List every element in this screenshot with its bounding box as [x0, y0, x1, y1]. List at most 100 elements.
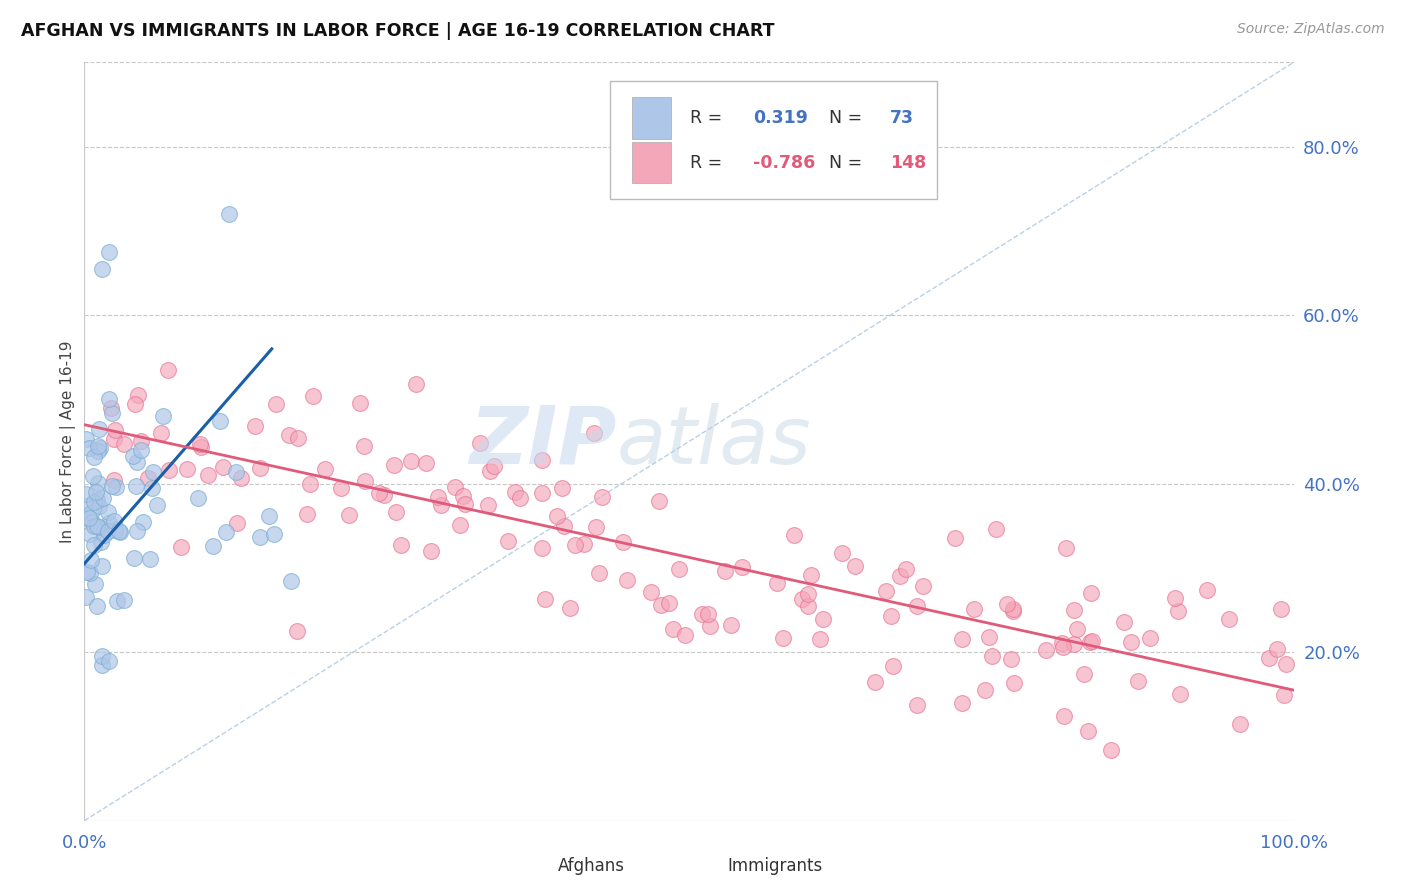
Point — [141, 481, 163, 495]
Point — [796, 587, 818, 601]
Point — [97, 524, 120, 539]
Point — [76, 565, 98, 579]
Point — [1002, 601, 1025, 615]
Text: Afghans: Afghans — [558, 857, 626, 875]
Point — [1080, 634, 1102, 648]
Point — [112, 437, 135, 451]
Point — [103, 473, 125, 487]
Point — [384, 458, 406, 473]
Point — [1035, 643, 1057, 657]
Point — [844, 559, 866, 574]
Point — [103, 432, 125, 446]
Point — [1050, 636, 1073, 650]
Point — [187, 491, 209, 506]
Point — [90, 559, 112, 574]
Point — [658, 596, 681, 610]
Point — [616, 574, 638, 588]
Point — [138, 551, 160, 566]
Point — [952, 697, 974, 711]
Point — [266, 397, 288, 411]
Point — [574, 537, 596, 551]
Point — [981, 649, 1004, 664]
Point — [977, 630, 1000, 644]
Point — [1099, 743, 1122, 757]
Point — [1197, 582, 1219, 597]
Point — [963, 601, 986, 615]
Point — [534, 592, 557, 607]
Point — [1168, 686, 1191, 700]
Point — [97, 654, 120, 668]
Point — [83, 538, 105, 552]
Point — [1272, 688, 1295, 702]
Point — [1218, 612, 1240, 626]
Point — [905, 599, 928, 613]
Point — [385, 505, 408, 519]
Point — [329, 481, 352, 495]
Text: R =: R = — [690, 153, 728, 171]
Point — [87, 440, 110, 454]
Point — [405, 377, 427, 392]
Point — [1052, 640, 1074, 654]
Point — [105, 594, 128, 608]
Point — [661, 623, 683, 637]
Point — [280, 574, 302, 588]
Point — [104, 423, 127, 437]
Point — [772, 632, 794, 646]
Point — [1128, 673, 1150, 688]
Point — [302, 389, 325, 403]
Point — [285, 624, 308, 638]
Point — [263, 527, 285, 541]
Point — [136, 471, 159, 485]
Point — [79, 566, 101, 580]
Point — [125, 479, 148, 493]
Point — [430, 498, 453, 512]
Point — [1002, 676, 1025, 690]
Point — [783, 528, 806, 542]
Point — [478, 464, 501, 478]
Point — [83, 519, 105, 533]
Point — [449, 518, 471, 533]
FancyBboxPatch shape — [633, 97, 671, 138]
FancyBboxPatch shape — [610, 81, 936, 199]
Point — [1167, 604, 1189, 618]
Point — [190, 440, 212, 454]
Point — [83, 495, 105, 509]
Point — [950, 632, 973, 647]
Point — [1080, 586, 1102, 600]
Point — [588, 566, 610, 580]
Point — [103, 514, 125, 528]
Point — [97, 505, 120, 519]
Point — [278, 427, 301, 442]
Point — [509, 491, 531, 505]
Point — [1258, 650, 1281, 665]
Point — [1163, 591, 1185, 606]
Point — [101, 406, 124, 420]
Point — [419, 544, 441, 558]
Point — [668, 562, 690, 576]
Point — [1265, 642, 1288, 657]
Point — [90, 534, 112, 549]
Point — [91, 649, 114, 664]
Point — [197, 467, 219, 482]
Point — [122, 551, 145, 566]
Point — [80, 506, 103, 520]
Point — [131, 515, 153, 529]
Point — [83, 450, 105, 465]
Point — [112, 592, 135, 607]
Point — [152, 409, 174, 424]
Text: N =: N = — [830, 153, 868, 171]
Point — [108, 524, 131, 538]
Point — [1073, 666, 1095, 681]
Point — [530, 452, 553, 467]
Point — [1001, 603, 1024, 617]
Point — [215, 524, 238, 539]
FancyBboxPatch shape — [633, 142, 671, 184]
Point — [1121, 634, 1143, 648]
Point — [100, 401, 122, 416]
Point — [648, 494, 671, 508]
Point — [1270, 601, 1292, 615]
Point — [889, 569, 911, 583]
Point — [122, 449, 145, 463]
FancyBboxPatch shape — [513, 849, 547, 883]
Point — [82, 469, 104, 483]
